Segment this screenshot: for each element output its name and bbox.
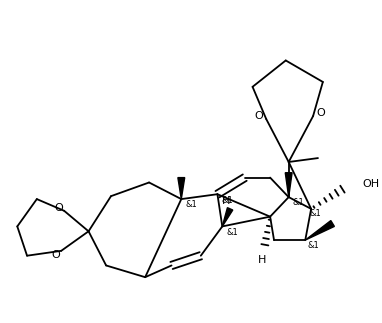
- Text: H: H: [222, 196, 230, 206]
- Text: &1: &1: [309, 209, 321, 218]
- Text: &1: &1: [185, 201, 197, 209]
- Text: &1: &1: [307, 241, 319, 250]
- Text: O: O: [317, 108, 325, 118]
- Text: O: O: [54, 203, 63, 213]
- Polygon shape: [178, 178, 185, 199]
- Polygon shape: [305, 221, 334, 240]
- Text: OH: OH: [363, 180, 380, 190]
- Text: &1: &1: [221, 195, 233, 204]
- Text: O: O: [254, 111, 263, 121]
- Text: H: H: [258, 255, 267, 265]
- Polygon shape: [222, 208, 233, 226]
- Polygon shape: [285, 173, 292, 197]
- Text: O: O: [51, 250, 60, 260]
- Text: &1: &1: [293, 197, 304, 206]
- Text: &1: &1: [226, 228, 238, 237]
